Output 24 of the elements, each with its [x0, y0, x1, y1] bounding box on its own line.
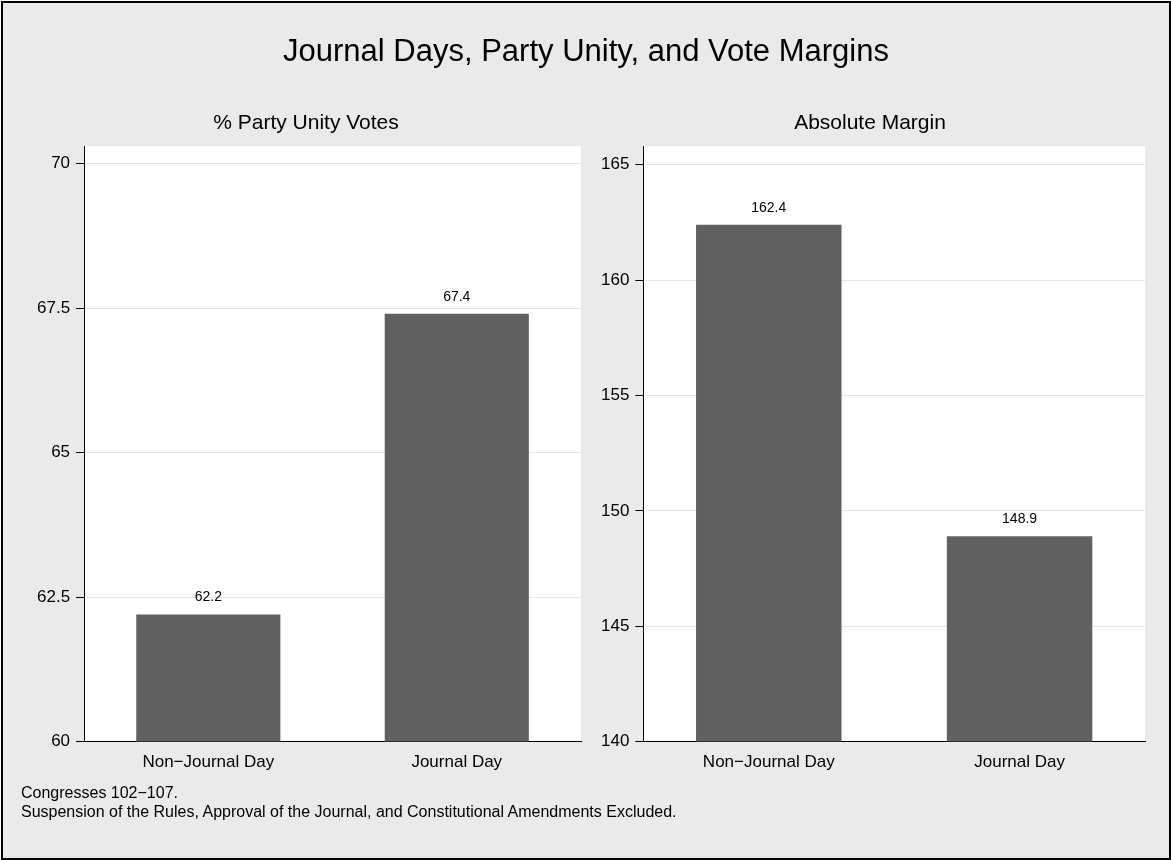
text: Congresses 102−107.	[21, 783, 179, 802]
chart-title: Absolute Margin	[794, 110, 946, 134]
y-tick-label: 65	[51, 442, 71, 462]
text: Journal Days, Party Unity, and Vote Margins	[282, 33, 890, 69]
x-tick-label: Non−Journal Day	[702, 752, 836, 772]
y-tick-label: 140	[600, 731, 630, 751]
data-label: 148.9	[1002, 510, 1038, 527]
x-tick-label: Non−Journal Day	[142, 752, 275, 772]
y-tick-label: 62.5	[36, 586, 71, 606]
y-tick-label: 150	[600, 500, 630, 520]
chart-title: % Party Unity Votes	[213, 110, 399, 134]
y-tick-label: 60	[51, 731, 71, 751]
data-label: 62.2	[194, 588, 223, 605]
y-tick-label: 145	[600, 615, 630, 635]
y-tick-label: 165	[600, 154, 630, 174]
text: Suspension of the Rules, Approval of the Journal, and Constitutional Amendments Excluded.	[21, 802, 677, 821]
y-tick-label: 160	[600, 269, 630, 289]
data-label: 162.4	[751, 198, 787, 215]
y-tick-label: 70	[51, 153, 71, 173]
data-label: 67.4	[443, 287, 471, 304]
y-tick-label: 155	[600, 385, 630, 405]
x-tick-label: Journal Day	[411, 752, 503, 772]
y-tick-label: 67.5	[36, 297, 71, 317]
x-tick-label: Journal Day	[974, 752, 1066, 772]
